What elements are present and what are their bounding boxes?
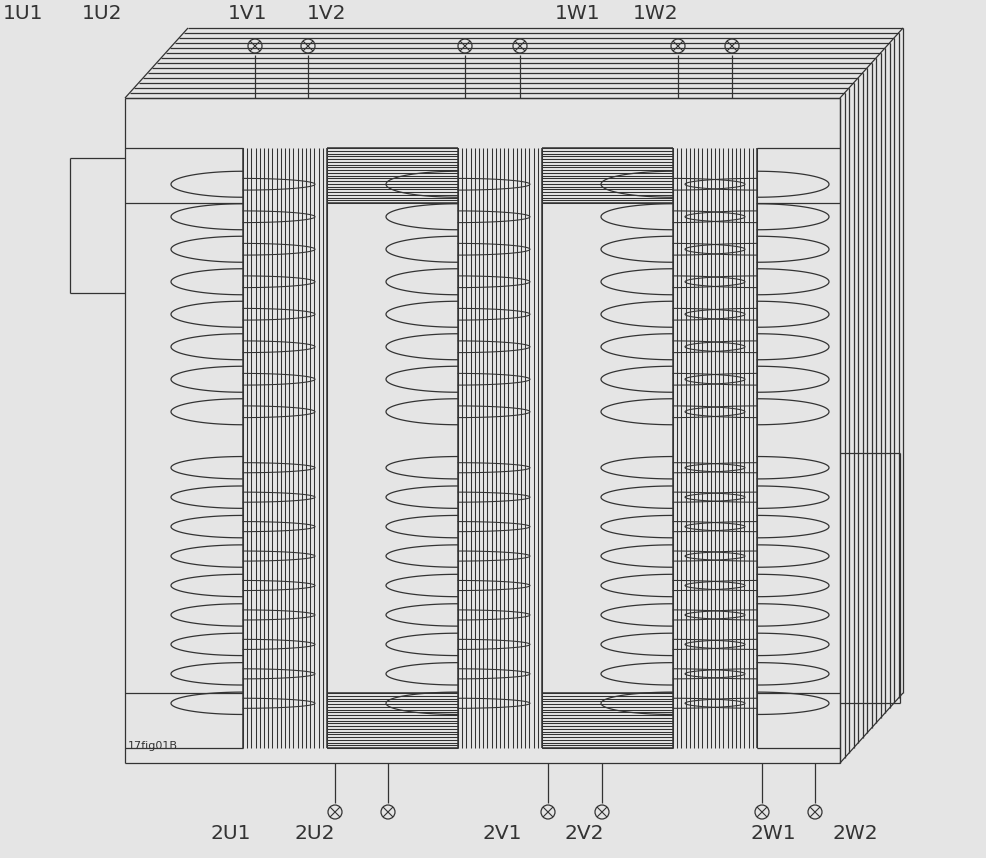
- Text: 1U1: 1U1: [3, 4, 43, 23]
- Text: 1W2: 1W2: [632, 4, 678, 23]
- Text: 2W2: 2W2: [832, 824, 878, 843]
- Text: 2V2: 2V2: [564, 824, 603, 843]
- Text: 2W1: 2W1: [749, 824, 795, 843]
- Text: 1W1: 1W1: [554, 4, 600, 23]
- Text: 17fig01B: 17fig01B: [128, 741, 177, 751]
- Text: 2V1: 2V1: [482, 824, 522, 843]
- Text: 1V1: 1V1: [228, 4, 267, 23]
- Text: 2U1: 2U1: [210, 824, 250, 843]
- Text: 1V2: 1V2: [307, 4, 346, 23]
- Text: 2U2: 2U2: [295, 824, 335, 843]
- Text: 1U2: 1U2: [82, 4, 122, 23]
